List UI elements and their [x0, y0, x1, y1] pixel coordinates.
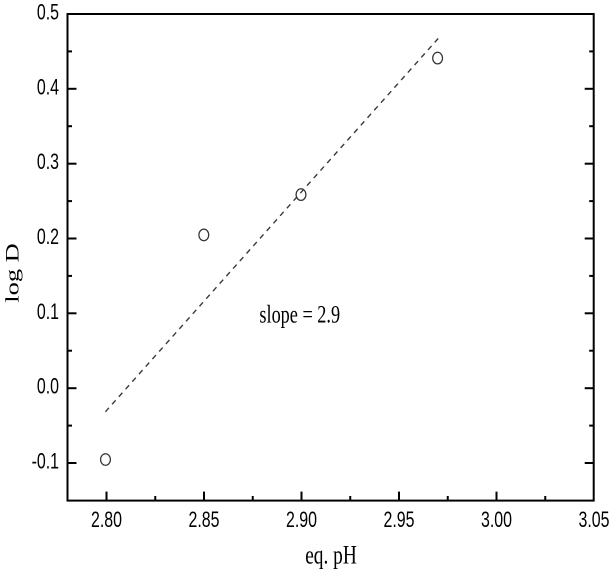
svg-text:0.5: 0.5 — [37, 1, 59, 25]
svg-text:3.05: 3.05 — [579, 509, 610, 533]
svg-text:slope = 2.9: slope = 2.9 — [259, 301, 340, 328]
svg-text:0.1: 0.1 — [37, 301, 59, 325]
svg-text:log D: log D — [2, 243, 24, 303]
svg-text:2.85: 2.85 — [189, 509, 220, 533]
svg-text:0.3: 0.3 — [37, 151, 59, 175]
svg-text:0.4: 0.4 — [37, 76, 59, 100]
svg-text:2.95: 2.95 — [384, 509, 415, 533]
svg-text:2.80: 2.80 — [91, 509, 122, 533]
svg-text:0.2: 0.2 — [37, 226, 59, 250]
svg-text:-0.1: -0.1 — [32, 450, 59, 474]
svg-text:2.90: 2.90 — [286, 509, 317, 533]
svg-text:0.0: 0.0 — [37, 375, 59, 399]
svg-text:eq. pH: eq. pH — [305, 541, 357, 571]
svg-text:3.00: 3.00 — [481, 509, 512, 533]
